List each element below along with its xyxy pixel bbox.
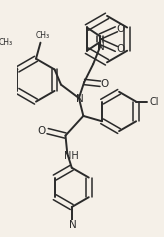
Text: N: N [76, 94, 84, 104]
Text: O: O [37, 126, 45, 136]
Text: CH₃: CH₃ [0, 38, 13, 47]
Text: O: O [117, 24, 125, 34]
Text: O: O [117, 44, 125, 54]
Text: NH: NH [64, 151, 79, 161]
Text: CH₃: CH₃ [36, 31, 50, 40]
Text: Cl: Cl [149, 97, 159, 107]
Text: O: O [101, 79, 109, 89]
Text: N: N [97, 42, 105, 52]
Text: N: N [69, 220, 76, 230]
